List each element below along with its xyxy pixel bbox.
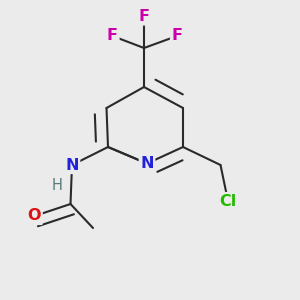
- Text: F: F: [139, 9, 149, 24]
- Text: F: F: [107, 28, 118, 44]
- Text: N: N: [65, 158, 79, 172]
- Text: F: F: [172, 28, 182, 44]
- Text: Cl: Cl: [219, 194, 237, 208]
- Text: N: N: [140, 156, 154, 171]
- Text: H: H: [52, 178, 62, 194]
- Text: O: O: [28, 208, 41, 224]
